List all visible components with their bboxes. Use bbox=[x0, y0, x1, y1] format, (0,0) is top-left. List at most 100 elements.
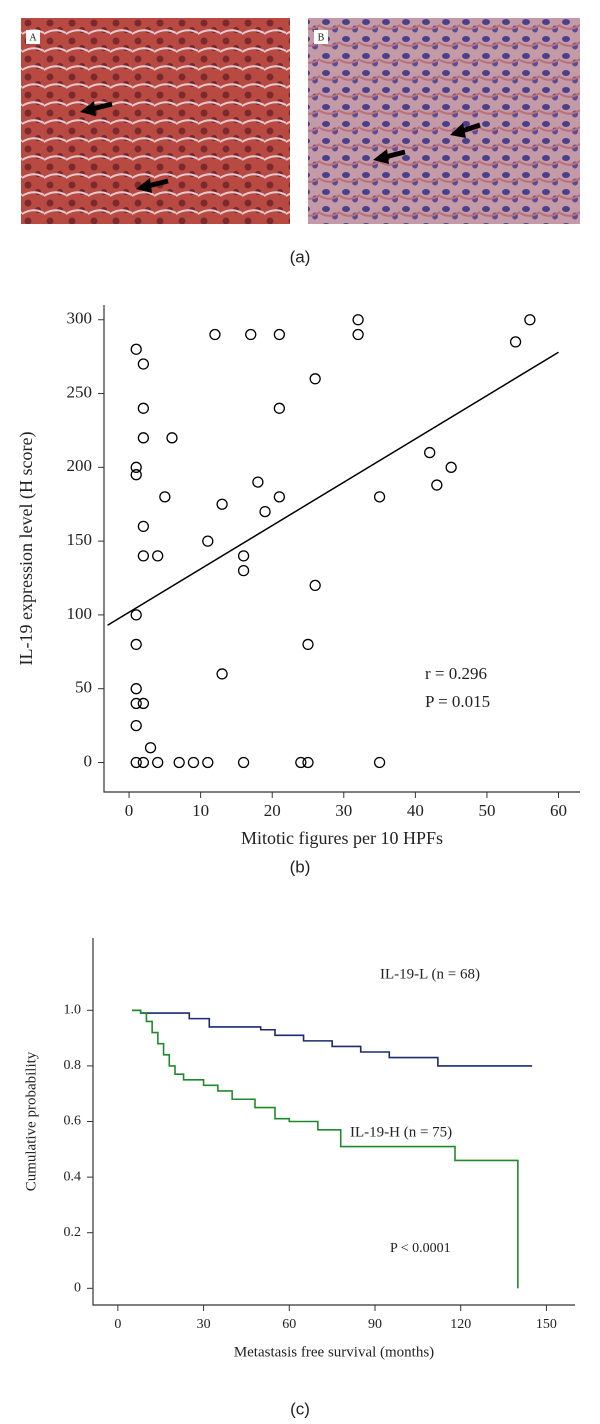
survival-curve bbox=[132, 1009, 519, 1289]
point bbox=[130, 461, 142, 473]
point bbox=[309, 373, 321, 385]
y-tick-label: 0 bbox=[74, 1281, 81, 1296]
point bbox=[273, 402, 286, 414]
point bbox=[524, 314, 536, 326]
point bbox=[309, 579, 321, 592]
point bbox=[259, 505, 271, 518]
point bbox=[137, 402, 150, 414]
point bbox=[130, 469, 142, 481]
x-axis-label: Metastasis free survival (months) bbox=[234, 1344, 434, 1360]
point bbox=[137, 756, 150, 769]
x-tick-label: 40 bbox=[407, 801, 424, 820]
x-tick-label: 120 bbox=[450, 1317, 471, 1332]
y-axis-label: IL-19 expression level (H score) bbox=[16, 432, 37, 666]
point bbox=[445, 461, 457, 473]
annotation: P = 0.015 bbox=[425, 692, 490, 711]
legend-label: IL-19-H (n = 75) bbox=[350, 1124, 452, 1140]
point bbox=[137, 697, 150, 710]
x-tick-label: 10 bbox=[192, 801, 209, 820]
point bbox=[144, 742, 157, 754]
x-tick-label: 50 bbox=[478, 801, 495, 820]
point bbox=[130, 609, 142, 621]
y-tick-label: 250 bbox=[67, 382, 93, 401]
point bbox=[137, 432, 150, 444]
y-tick-label: 50 bbox=[75, 678, 92, 697]
point bbox=[352, 314, 364, 326]
point bbox=[237, 564, 250, 577]
x-tick-label: 20 bbox=[264, 801, 281, 820]
point bbox=[509, 336, 522, 348]
y-tick-label: 0.4 bbox=[64, 1169, 82, 1184]
annotation: r = 0.296 bbox=[425, 664, 487, 683]
point bbox=[130, 697, 142, 710]
point bbox=[202, 756, 214, 769]
y-tick-label: 300 bbox=[67, 309, 93, 328]
point bbox=[130, 343, 142, 355]
x-tick-label: 60 bbox=[550, 801, 567, 820]
y-tick-label: 200 bbox=[67, 456, 93, 475]
caption: (b) bbox=[290, 857, 311, 876]
trend-line bbox=[107, 351, 559, 626]
point bbox=[137, 550, 150, 562]
y-tick-label: 0.6 bbox=[64, 1114, 82, 1129]
x-tick-label: 30 bbox=[335, 801, 352, 820]
point bbox=[159, 491, 171, 503]
point bbox=[216, 498, 228, 510]
point bbox=[187, 756, 200, 769]
x-tick-label: 0 bbox=[114, 1317, 121, 1332]
point bbox=[152, 550, 164, 562]
point bbox=[130, 638, 142, 651]
point bbox=[237, 550, 250, 562]
point bbox=[424, 446, 436, 459]
y-tick-label: 150 bbox=[67, 530, 93, 549]
point bbox=[202, 535, 214, 547]
point bbox=[216, 668, 228, 680]
y-tick-label: 100 bbox=[67, 604, 93, 623]
axis bbox=[103, 305, 580, 793]
point bbox=[273, 491, 286, 503]
axis bbox=[92, 938, 575, 1306]
point bbox=[130, 756, 142, 769]
point bbox=[152, 756, 164, 769]
point bbox=[373, 491, 386, 503]
image-label: A bbox=[29, 32, 37, 43]
point bbox=[273, 328, 286, 341]
y-axis-label: Cumulative probability bbox=[23, 1051, 39, 1191]
arrows bbox=[80, 101, 481, 193]
annotation: P < 0.0001 bbox=[390, 1241, 451, 1256]
y-tick-label: 1.0 bbox=[64, 1003, 82, 1018]
survival-curve bbox=[132, 1009, 533, 1067]
point bbox=[352, 328, 364, 341]
micrograph-b bbox=[308, 18, 580, 224]
point bbox=[252, 476, 264, 488]
point bbox=[137, 520, 150, 533]
y-tick-label: 0 bbox=[84, 751, 93, 770]
point bbox=[302, 756, 314, 769]
point bbox=[130, 719, 142, 732]
caption: (a) bbox=[290, 247, 311, 266]
point bbox=[237, 756, 250, 769]
image-label: B bbox=[318, 32, 325, 43]
point bbox=[166, 432, 178, 444]
x-tick-label: 150 bbox=[536, 1317, 557, 1332]
point bbox=[130, 683, 142, 695]
x-tick-label: 0 bbox=[125, 801, 134, 820]
legend-label: IL-19-L (n = 68) bbox=[380, 966, 480, 982]
x-axis-label: Mitotic figures per 10 HPFs bbox=[241, 828, 443, 848]
label-box bbox=[26, 30, 40, 44]
point bbox=[209, 328, 221, 341]
x-tick-label: 90 bbox=[368, 1317, 382, 1332]
y-tick-label: 0.2 bbox=[64, 1225, 82, 1240]
point bbox=[373, 756, 386, 769]
y-tick-label: 0.8 bbox=[64, 1058, 82, 1073]
point bbox=[173, 756, 185, 769]
micrograph-a bbox=[21, 18, 290, 224]
label-box bbox=[314, 30, 328, 44]
x-tick-label: 60 bbox=[282, 1317, 296, 1332]
x-tick-label: 30 bbox=[197, 1317, 211, 1332]
point bbox=[245, 328, 257, 341]
point bbox=[295, 756, 307, 769]
point bbox=[302, 638, 314, 651]
